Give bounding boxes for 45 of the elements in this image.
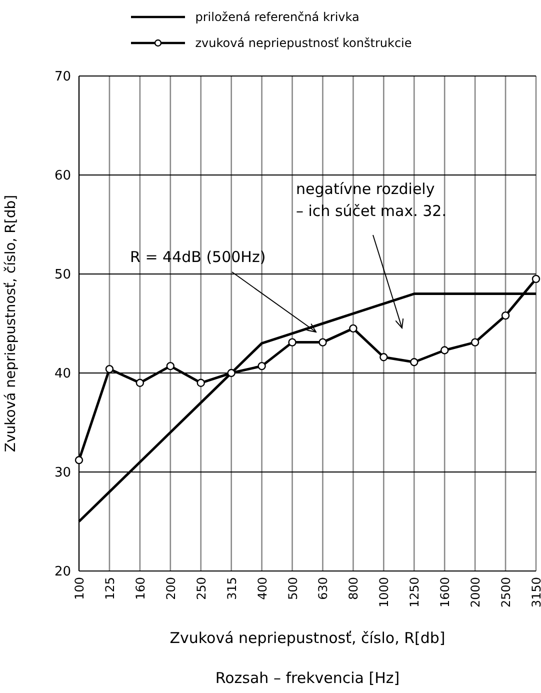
point <box>258 362 266 370</box>
point <box>105 364 114 374</box>
annotation: negatívne rozdiely – ich súčet max. 32. <box>296 180 446 220</box>
point <box>318 338 327 346</box>
x-tick-label: 1600 <box>438 577 452 608</box>
x-tick-label: 500 <box>286 577 300 600</box>
text: Rozsah – frekvencia [Hz] <box>215 669 400 687</box>
x-tick-label: 3150 <box>530 577 541 608</box>
x-tick-label: 100 <box>72 577 87 600</box>
point <box>288 338 296 346</box>
point <box>501 311 510 320</box>
point <box>196 378 205 387</box>
y-tick-label: 30 <box>54 466 71 481</box>
y-tick-label: 20 <box>54 564 71 580</box>
x-axis-title: Zvuková nepriepustnosť, číslo, R[db] <box>170 629 446 647</box>
point <box>380 353 388 362</box>
point <box>410 358 418 366</box>
x-tick-label: 800 <box>346 577 361 600</box>
x-tick-label: 630 <box>316 577 330 600</box>
x-tick-label: 1000 <box>377 577 392 608</box>
legend-label: priložená referenčná krivka <box>195 10 360 24</box>
point <box>349 324 358 333</box>
y-tick-label: 50 <box>54 268 71 283</box>
point <box>227 368 236 378</box>
x-tick-label: 160 <box>133 577 148 600</box>
point <box>166 362 174 370</box>
legend-label: zvuková nepriepustnosť konštrukcie <box>195 36 412 50</box>
x-tick-label: 400 <box>255 577 270 600</box>
point <box>74 456 84 464</box>
x-tick-label: 125 <box>102 577 117 600</box>
x-tick-label: 1250 <box>408 577 422 608</box>
x-tick-label: 2000 <box>468 577 483 608</box>
point <box>136 378 144 387</box>
point <box>532 274 540 284</box>
y-tick-label: 40 <box>54 366 71 382</box>
point <box>440 346 449 354</box>
x-tick-label: 250 <box>194 577 208 600</box>
annotation: R = 44dB (500Hz) <box>130 248 266 266</box>
y-tick-label: 70 <box>54 70 71 85</box>
x-tick-label: 200 <box>164 577 178 600</box>
x-tick-label: 2500 <box>499 577 514 608</box>
x-tick-label: 315 <box>224 577 239 600</box>
y-tick-label: 60 <box>54 168 71 184</box>
y-axis-title: Zvuková nepriepustnosť, číslo, R[db] <box>2 194 19 452</box>
point <box>470 338 480 346</box>
